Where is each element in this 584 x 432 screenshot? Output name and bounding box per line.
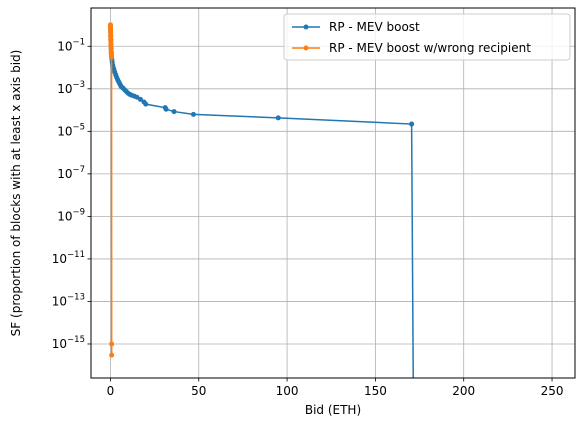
y-tick-label: 10−11 bbox=[52, 250, 85, 266]
y-axis-label: SF (proportion of blocks with at least x… bbox=[9, 50, 23, 337]
x-tick-label: 50 bbox=[191, 384, 206, 398]
series-2 bbox=[107, 22, 115, 358]
legend-label: RP - MEV boost bbox=[329, 20, 420, 34]
legend-label: RP - MEV boost w/wrong recipient bbox=[329, 41, 531, 55]
y-tick-label: 10−13 bbox=[52, 292, 85, 308]
grid-layer bbox=[91, 8, 575, 378]
x-tick-label: 100 bbox=[276, 384, 299, 398]
x-tick-label: 0 bbox=[107, 384, 115, 398]
legend-box bbox=[283, 13, 571, 61]
legend-item: RP - MEV boost w/wrong recipient bbox=[292, 41, 531, 55]
x-tick-label: 200 bbox=[452, 384, 475, 398]
data-point bbox=[275, 115, 281, 121]
data-point bbox=[109, 54, 115, 60]
plot-frame bbox=[90, 7, 576, 379]
data-point bbox=[137, 96, 143, 102]
data-point bbox=[171, 109, 177, 115]
series-layer bbox=[107, 22, 415, 378]
x-tick-label: 150 bbox=[364, 384, 387, 398]
data-point bbox=[143, 101, 149, 107]
legend: RP - MEV boost RP - MEV boost w/wrong rec… bbox=[283, 13, 571, 61]
y-tick-label: 10−15 bbox=[52, 335, 85, 351]
x-tick-label: 250 bbox=[541, 384, 564, 398]
x-axis: 0 50 100 150 200 250 bbox=[107, 378, 564, 398]
data-point bbox=[109, 341, 115, 347]
y-tick-label: 10−5 bbox=[57, 122, 85, 138]
series-line bbox=[109, 24, 414, 378]
data-point bbox=[109, 352, 115, 358]
data-point bbox=[163, 106, 169, 112]
y-tick-label: 10−1 bbox=[57, 37, 85, 53]
y-axis: 10−15 10−13 10−11 10−9 10−7 10−5 10−3 10−1 bbox=[52, 37, 91, 351]
legend-marker bbox=[303, 24, 309, 30]
data-point bbox=[409, 121, 415, 127]
series-1 bbox=[107, 22, 415, 378]
y-tick-label: 10−7 bbox=[57, 165, 85, 181]
legend-marker bbox=[303, 45, 309, 51]
x-axis-label: Bid (ETH) bbox=[305, 403, 361, 417]
legend-item: RP - MEV boost bbox=[292, 20, 420, 34]
y-tick-label: 10−3 bbox=[57, 80, 85, 96]
data-point bbox=[190, 111, 196, 117]
y-tick-label: 10−9 bbox=[57, 207, 85, 223]
